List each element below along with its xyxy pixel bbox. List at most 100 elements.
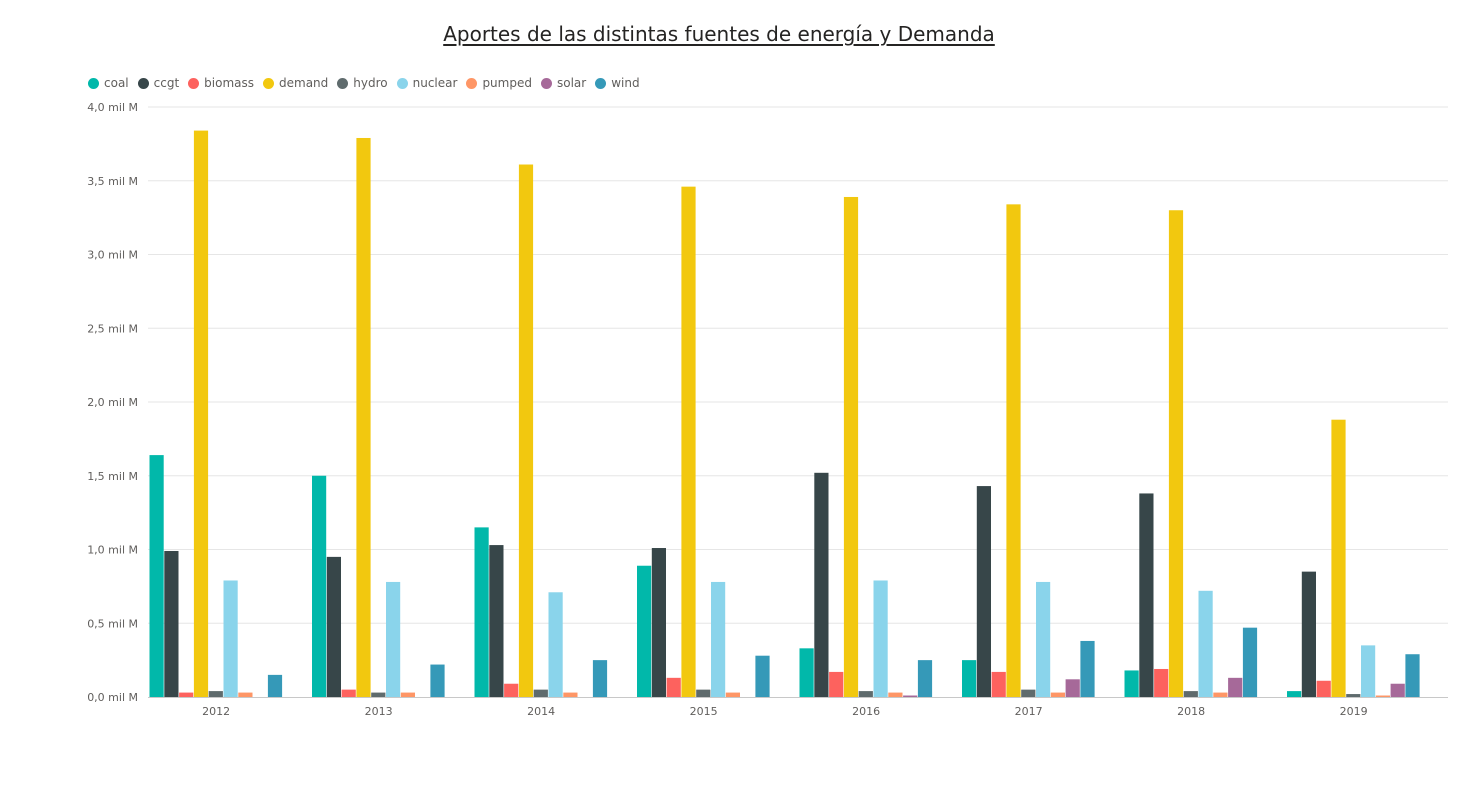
- bar-ccgt-2013[interactable]: [326, 556, 341, 698]
- bar-coal-2012[interactable]: [149, 455, 164, 697]
- bar-hydro-2017[interactable]: [1021, 689, 1036, 698]
- legend-label: ccgt: [153, 76, 180, 90]
- legend-item-wind[interactable]: wind: [595, 76, 640, 90]
- bar-biomass-2013[interactable]: [341, 689, 356, 698]
- bar-wind-2019[interactable]: [1405, 654, 1420, 697]
- legend-item-coal[interactable]: coal: [88, 76, 129, 90]
- bar-biomass-2012[interactable]: [179, 692, 194, 697]
- bar-pumped-2019[interactable]: [1375, 695, 1390, 697]
- bar-nuclear-2017[interactable]: [1036, 581, 1051, 697]
- bar-wind-2018[interactable]: [1242, 627, 1258, 697]
- bar-hydro-2013[interactable]: [371, 692, 386, 697]
- legend-item-hydro[interactable]: hydro: [337, 76, 388, 90]
- y-tick-label: 0,5 mil M: [87, 617, 138, 630]
- bar-demand-2017[interactable]: [1006, 204, 1021, 697]
- bar-biomass-2017[interactable]: [991, 671, 1006, 697]
- bar-ccgt-2012[interactable]: [164, 550, 179, 697]
- bar-coal-2019[interactable]: [1287, 691, 1302, 697]
- bar-hydro-2014[interactable]: [533, 689, 548, 698]
- bar-coal-2015[interactable]: [637, 565, 652, 697]
- bars: [149, 130, 1420, 698]
- bar-demand-2014[interactable]: [518, 164, 534, 697]
- bar-hydro-2012[interactable]: [208, 691, 223, 697]
- x-axis: 2012 2013 2014 2015 2016 2017 2018 2019: [202, 705, 1368, 718]
- legend-label: biomass: [204, 76, 255, 90]
- bar-hydro-2016[interactable]: [858, 691, 873, 697]
- bar-hydro-2015[interactable]: [696, 689, 711, 698]
- legend-marker: [188, 77, 200, 89]
- bar-wind-2012[interactable]: [267, 674, 283, 698]
- bar-demand-2012[interactable]: [193, 130, 209, 698]
- bar-demand-2019[interactable]: [1331, 419, 1346, 697]
- legend-marker: [540, 77, 552, 89]
- bar-coal-2017[interactable]: [962, 660, 977, 698]
- y-tick-label: 4,0 mil M: [87, 101, 138, 114]
- bar-wind-2017[interactable]: [1080, 640, 1095, 697]
- bar-nuclear-2019[interactable]: [1361, 645, 1376, 698]
- legend: coal ccgt biomass demand hydro nuclear pumped s…: [88, 74, 649, 92]
- bar-pumped-2013[interactable]: [400, 692, 415, 697]
- legend-item-ccgt[interactable]: ccgt: [137, 76, 180, 90]
- bar-nuclear-2015[interactable]: [711, 581, 726, 697]
- bar-biomass-2015[interactable]: [666, 677, 681, 697]
- bar-solar-2016[interactable]: [903, 695, 918, 697]
- bar-nuclear-2016[interactable]: [873, 580, 888, 697]
- bar-wind-2013[interactable]: [430, 664, 445, 697]
- bar-pumped-2015[interactable]: [725, 692, 740, 697]
- bar-wind-2014[interactable]: [592, 660, 608, 698]
- legend-item-nuclear[interactable]: nuclear: [396, 76, 457, 90]
- y-tick-label: 2,5 mil M: [87, 322, 138, 335]
- y-tick-label: 3,5 mil M: [87, 175, 138, 188]
- legend-marker: [137, 77, 149, 89]
- legend-item-pumped[interactable]: pumped: [466, 76, 532, 90]
- bar-ccgt-2019[interactable]: [1301, 571, 1316, 698]
- bar-nuclear-2014[interactable]: [548, 592, 563, 697]
- bar-ccgt-2016[interactable]: [814, 472, 829, 697]
- bar-pumped-2018[interactable]: [1213, 692, 1228, 697]
- bar-solar-2017[interactable]: [1065, 679, 1080, 697]
- bar-ccgt-2017[interactable]: [976, 486, 991, 697]
- bar-pumped-2017[interactable]: [1050, 692, 1065, 697]
- y-tick-label: 1,5 mil M: [87, 470, 138, 483]
- bar-ccgt-2015[interactable]: [651, 548, 666, 697]
- bar-demand-2018[interactable]: [1168, 210, 1184, 697]
- bar-coal-2016[interactable]: [799, 648, 814, 697]
- x-tick-label: 2014: [527, 705, 555, 718]
- legend-label: coal: [104, 76, 129, 90]
- gridlines: [148, 106, 1448, 698]
- bar-coal-2018[interactable]: [1124, 670, 1139, 697]
- legend-marker: [595, 77, 607, 89]
- legend-item-solar[interactable]: solar: [540, 76, 587, 90]
- bar-biomass-2016[interactable]: [829, 671, 844, 697]
- legend-item-demand[interactable]: demand: [263, 76, 328, 90]
- legend-item-biomass[interactable]: biomass: [188, 76, 254, 90]
- bar-biomass-2019[interactable]: [1316, 680, 1331, 697]
- bar-hydro-2019[interactable]: [1346, 694, 1361, 697]
- bar-wind-2015[interactable]: [755, 655, 770, 697]
- legend-label: solar: [556, 76, 587, 90]
- bar-coal-2013[interactable]: [312, 475, 327, 697]
- bar-pumped-2012[interactable]: [238, 692, 253, 697]
- bar-solar-2019[interactable]: [1390, 683, 1405, 697]
- bar-demand-2013[interactable]: [356, 137, 371, 698]
- bar-ccgt-2018[interactable]: [1139, 493, 1154, 697]
- bar-demand-2015[interactable]: [681, 186, 696, 697]
- bar-nuclear-2012[interactable]: [223, 580, 238, 697]
- bar-solar-2018[interactable]: [1228, 677, 1243, 697]
- bar-ccgt-2014[interactable]: [489, 545, 504, 697]
- bar-biomass-2014[interactable]: [504, 683, 519, 697]
- bar-nuclear-2013[interactable]: [386, 581, 401, 697]
- x-tick-label: 2019: [1340, 705, 1368, 718]
- bar-nuclear-2018[interactable]: [1198, 590, 1213, 697]
- bar-coal-2014[interactable]: [474, 527, 489, 698]
- bar-biomass-2018[interactable]: [1154, 668, 1169, 697]
- bar-hydro-2018[interactable]: [1183, 691, 1198, 697]
- bar-demand-2016[interactable]: [843, 196, 859, 697]
- legend-label: hydro: [353, 76, 388, 90]
- legend-label: wind: [611, 76, 640, 90]
- legend-marker: [466, 77, 478, 89]
- bar-wind-2016[interactable]: [917, 660, 933, 698]
- bar-pumped-2014[interactable]: [563, 692, 578, 697]
- bar-pumped-2016[interactable]: [888, 692, 903, 697]
